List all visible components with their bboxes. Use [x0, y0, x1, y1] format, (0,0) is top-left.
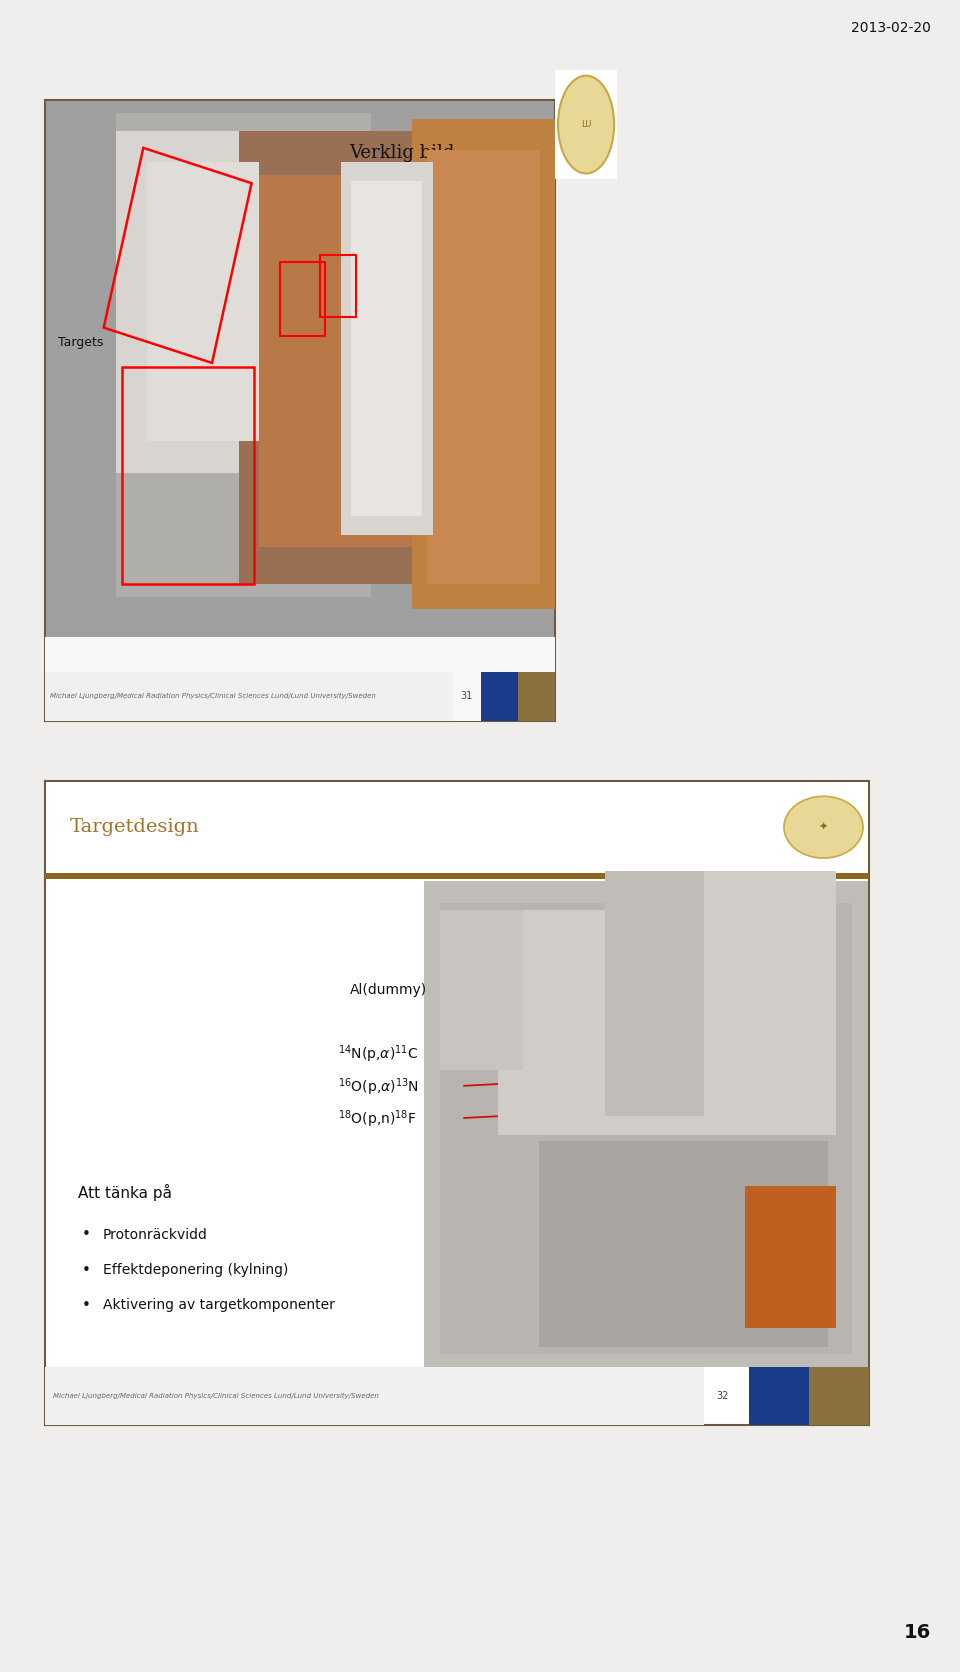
Bar — [259, 176, 412, 547]
Bar — [481, 672, 517, 721]
Bar — [498, 910, 836, 1135]
Bar — [518, 672, 555, 721]
Bar — [45, 781, 869, 874]
Bar — [147, 162, 259, 441]
Text: "Dees": "Dees" — [224, 649, 262, 659]
Bar — [45, 672, 453, 721]
Bar — [540, 1142, 828, 1348]
Text: $^{14}$N(p,$\alpha$)$^{11}$C: $^{14}$N(p,$\alpha$)$^{11}$C — [338, 1043, 418, 1065]
Bar — [341, 162, 433, 535]
Bar — [809, 1366, 869, 1425]
Text: Al(dummy): Al(dummy) — [349, 983, 427, 997]
Text: $^{18}$O(p,n)$^{18}$F: $^{18}$O(p,n)$^{18}$F — [338, 1109, 417, 1130]
Text: Targets: Targets — [58, 336, 104, 349]
Bar — [116, 112, 372, 597]
Bar — [116, 132, 244, 473]
Text: $^{16}$O(p,$\alpha$)$^{13}$N: $^{16}$O(p,$\alpha$)$^{13}$N — [338, 1077, 419, 1099]
Text: ✦: ✦ — [819, 823, 828, 833]
Text: 31: 31 — [461, 692, 473, 702]
Text: Effektdeponering (kylning): Effektdeponering (kylning) — [103, 1262, 288, 1277]
Bar — [321, 256, 356, 318]
Text: •: • — [83, 1227, 91, 1242]
Text: Att tänka på: Att tänka på — [78, 1184, 172, 1200]
Bar — [45, 637, 555, 721]
Bar — [104, 147, 252, 363]
Bar — [45, 100, 555, 645]
Text: 16: 16 — [904, 1624, 931, 1642]
Text: Magnet: Magnet — [415, 448, 462, 461]
Text: Michael Ljungberg/Medical Radiation Physics/Clinical Sciences Lund/Lund Universi: Michael Ljungberg/Medical Radiation Phys… — [54, 1393, 379, 1399]
Text: LU: LU — [581, 120, 591, 129]
Bar — [279, 261, 325, 336]
Bar — [441, 903, 852, 1354]
Text: Vakuumpump: Vakuumpump — [63, 649, 140, 659]
Circle shape — [784, 796, 863, 858]
Text: Michael Ljungberg/Medical Radiation Physics/Clinical Sciences Lund/Lund Universi: Michael Ljungberg/Medical Radiation Phys… — [50, 694, 376, 699]
Text: Aktivering av targetkomponenter: Aktivering av targetkomponenter — [103, 1299, 335, 1313]
Bar — [424, 881, 869, 1366]
Bar — [750, 1366, 808, 1425]
Text: Jonkälla: Jonkälla — [147, 649, 190, 659]
Bar — [45, 873, 869, 879]
Bar — [704, 871, 836, 1052]
Bar — [745, 1187, 836, 1328]
Text: •: • — [83, 1262, 91, 1277]
Bar — [351, 181, 422, 517]
Text: 32: 32 — [716, 1391, 729, 1401]
Bar — [605, 871, 704, 1115]
Bar — [45, 1366, 704, 1425]
Text: 2013-02-20: 2013-02-20 — [852, 20, 931, 35]
Bar — [441, 910, 523, 1070]
Bar — [239, 132, 433, 584]
Bar — [45, 879, 869, 1425]
Bar — [122, 368, 254, 584]
Bar — [427, 150, 540, 584]
Text: Protonräckvidd: Protonräckvidd — [103, 1227, 207, 1242]
Bar — [412, 119, 555, 609]
Text: Targetdesign: Targetdesign — [70, 818, 200, 836]
Text: Stripper-
folier: Stripper- folier — [290, 655, 338, 677]
Text: Verklig bild: Verklig bild — [349, 144, 455, 162]
Text: •: • — [83, 1297, 91, 1313]
Circle shape — [558, 75, 614, 174]
